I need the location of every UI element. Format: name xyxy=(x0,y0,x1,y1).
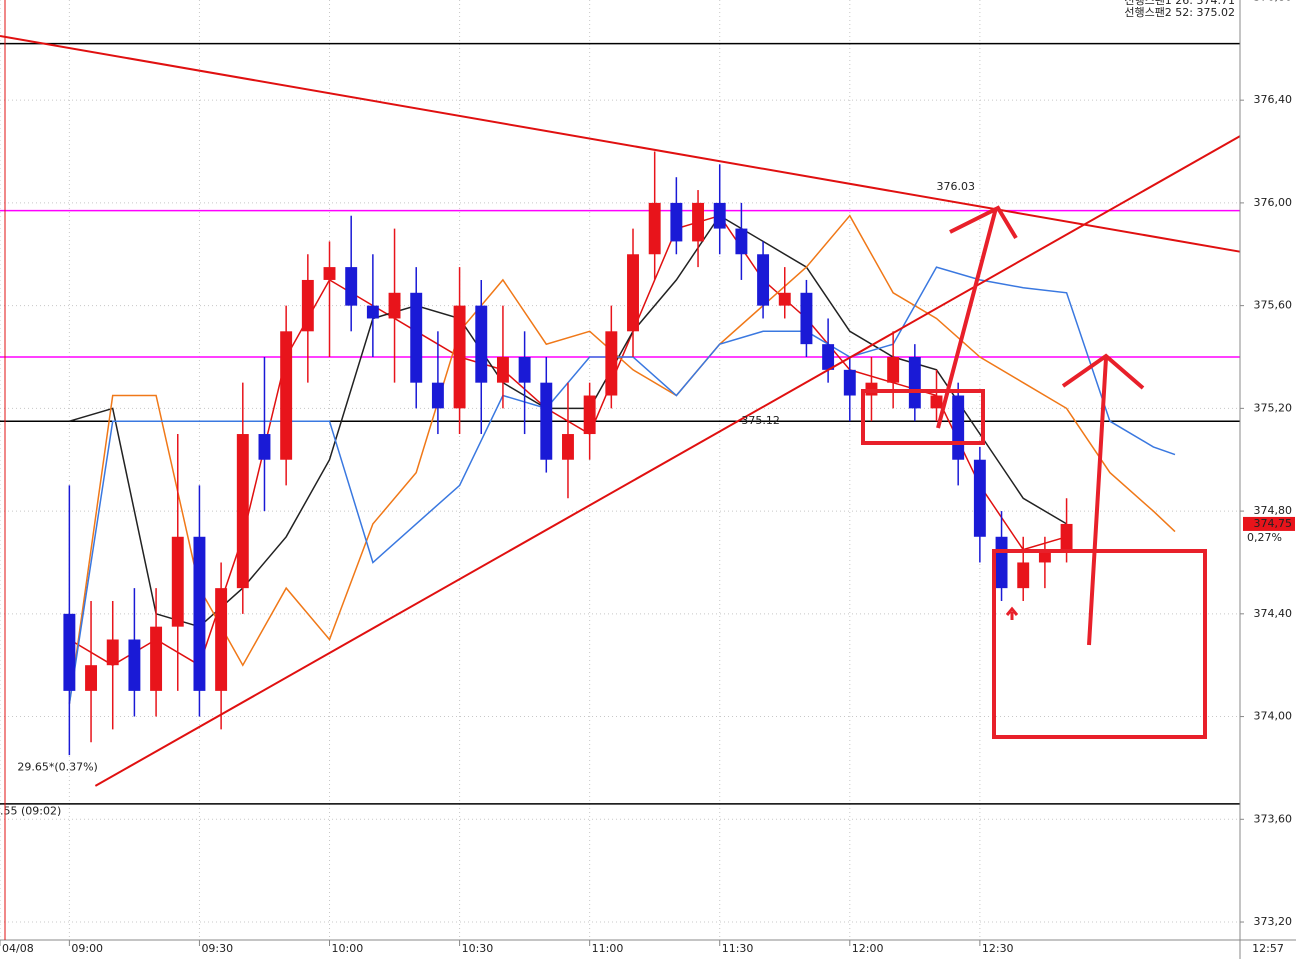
x-tick-label: 11:30 xyxy=(722,942,754,955)
candle-body xyxy=(887,356,900,383)
candle-body xyxy=(323,267,336,280)
candle-body xyxy=(171,536,184,627)
annotation: 375.12 xyxy=(741,414,780,427)
candle-body xyxy=(85,665,98,691)
candle-body xyxy=(627,254,639,332)
candle-body xyxy=(562,434,574,460)
y-tick-label: 374,40 xyxy=(1254,607,1293,620)
candle-body xyxy=(410,292,423,383)
hand-drawings xyxy=(861,205,1207,739)
candle-body xyxy=(128,639,141,691)
annotation: 376.03 xyxy=(937,180,976,193)
candle-body xyxy=(453,305,466,409)
candle-body xyxy=(648,202,661,255)
candle-body xyxy=(475,305,488,383)
trend-line xyxy=(0,34,1241,253)
annotation: .55 (09:02) xyxy=(0,804,61,817)
candle-body xyxy=(518,356,531,383)
candle-body xyxy=(345,267,358,306)
candle-body xyxy=(280,331,293,460)
candle-body xyxy=(236,434,249,589)
legend-entry: 선행스팬1 26: 374.71 xyxy=(1124,0,1235,7)
y-tick-label: 376,40 xyxy=(1254,93,1293,106)
candle-body xyxy=(930,395,943,409)
candle-body xyxy=(215,588,228,691)
x-tick-label: 10:30 xyxy=(462,942,494,955)
candle-body xyxy=(908,356,921,409)
annotation: 29.65*(0.37%) xyxy=(17,761,98,774)
last-price-label: 374,75 xyxy=(1254,517,1293,530)
indicator-line xyxy=(68,266,1176,704)
candle-body xyxy=(106,639,119,666)
x-tick-label: 04/08 xyxy=(2,942,34,955)
indicator-line xyxy=(68,214,1176,704)
candle-body xyxy=(540,382,553,460)
x-tick-label: 10:00 xyxy=(332,942,364,955)
y-tick-label: 373,60 xyxy=(1254,812,1293,825)
current-time: 12:57 xyxy=(1252,942,1284,955)
marker xyxy=(1005,606,1019,620)
candle-body xyxy=(583,395,596,435)
candle-body xyxy=(800,292,813,345)
y-tick-label: 375,60 xyxy=(1254,299,1293,312)
legend-entry: 선행스팬2 52: 375.02 xyxy=(1124,6,1235,19)
candle-body xyxy=(1017,562,1030,589)
candle-body xyxy=(1038,549,1051,563)
x-tick-label: 09:30 xyxy=(201,942,233,955)
change-label: 0,27% xyxy=(1247,531,1282,544)
y-tick-label: 374,80 xyxy=(1254,504,1293,517)
candle-body xyxy=(150,626,163,691)
candle-body xyxy=(973,459,986,537)
y-tick-label: 376,80 xyxy=(1254,0,1293,3)
y-tick-label: 376,00 xyxy=(1254,196,1293,209)
candle-body xyxy=(713,202,726,229)
candle-body xyxy=(822,344,835,370)
candle-body xyxy=(193,536,206,691)
candle-body xyxy=(778,292,791,306)
candle-body xyxy=(301,279,314,332)
candle-body xyxy=(843,369,856,396)
candle-body xyxy=(258,434,271,460)
candle-body xyxy=(670,202,683,242)
arrow xyxy=(1061,353,1145,646)
candle-body xyxy=(757,254,770,306)
x-tick-label: 12:00 xyxy=(852,942,884,955)
y-tick-label: 374,00 xyxy=(1254,710,1293,723)
candle-body xyxy=(388,292,401,319)
x-tick-label: 11:00 xyxy=(592,942,624,955)
candle-body xyxy=(605,331,618,396)
candle-body xyxy=(496,356,509,383)
candle-body xyxy=(63,613,76,691)
candle-body xyxy=(735,228,748,255)
last-price-tag xyxy=(1243,516,1295,531)
candle-body xyxy=(952,395,965,460)
highlight-box xyxy=(861,389,985,445)
highlight-box xyxy=(992,549,1207,739)
arrow xyxy=(936,205,1018,429)
candle-body xyxy=(1060,523,1073,550)
y-tick-label: 375,20 xyxy=(1254,401,1293,414)
y-tick-label: 373,20 xyxy=(1254,915,1293,928)
candle-body xyxy=(692,202,705,242)
candle-body xyxy=(995,536,1008,589)
candle-body xyxy=(431,382,444,409)
x-tick-label: 12:30 xyxy=(982,942,1014,955)
trend-line xyxy=(94,135,1241,787)
candle-body xyxy=(366,305,379,319)
x-tick-label: 09:00 xyxy=(71,942,103,955)
